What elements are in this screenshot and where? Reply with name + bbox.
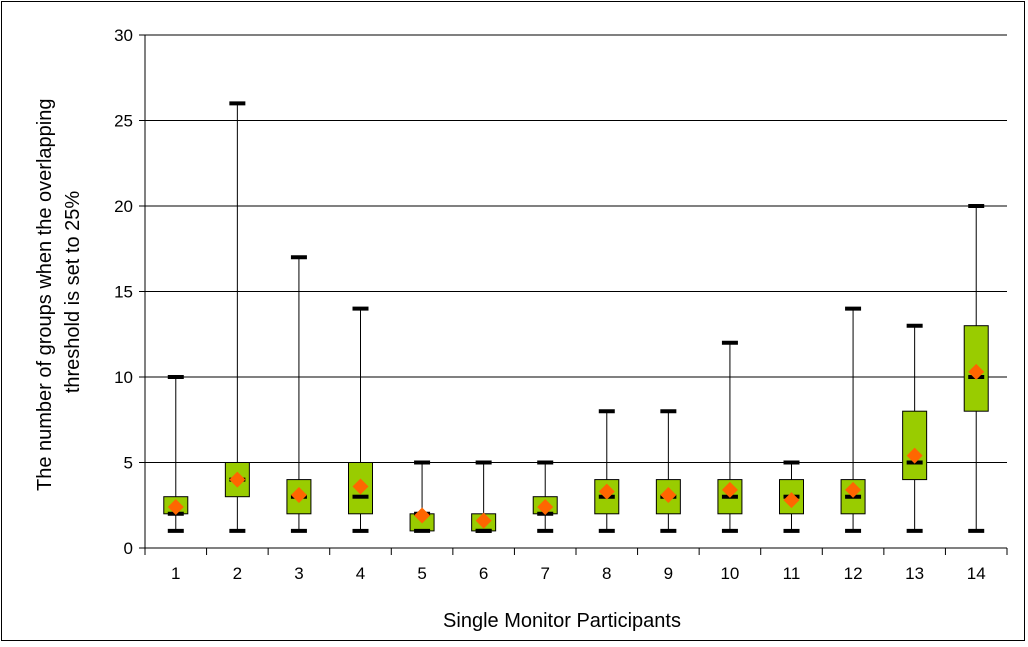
x-tick-label: 13 <box>905 564 924 583</box>
y-tick-label: 5 <box>124 454 133 473</box>
plot-area <box>144 35 1007 549</box>
mean-marker <box>167 498 184 515</box>
box-group <box>532 460 558 533</box>
x-tick-label: 5 <box>417 564 426 583</box>
y-axis-title-line-1: The number of groups when the overlappin… <box>34 99 56 491</box>
mean-marker <box>352 478 369 495</box>
box-group <box>409 460 435 533</box>
y-tick-label: 30 <box>114 26 133 45</box>
box-group <box>902 323 928 533</box>
box-iqr <box>348 462 373 515</box>
x-tick-label: 9 <box>664 564 673 583</box>
mean-marker <box>783 492 800 509</box>
x-tick-label: 7 <box>540 564 549 583</box>
x-tick-label: 1 <box>171 564 180 583</box>
x-tick-label: 4 <box>356 564 365 583</box>
box-group <box>286 255 312 533</box>
y-axis-ticks: 0 5 10 15 20 25 30 <box>114 26 145 558</box>
x-tick-label: 3 <box>294 564 303 583</box>
x-tick-label: 10 <box>720 564 739 583</box>
mean-marker <box>537 498 554 515</box>
x-tick-label: 14 <box>967 564 986 583</box>
mean-marker <box>845 481 862 498</box>
mean-marker <box>229 471 246 488</box>
box-group <box>224 101 250 533</box>
x-axis-ticks: 1 2 3 4 5 6 7 8 9 10 11 12 13 14 <box>144 548 1008 583</box>
gridlines <box>145 34 1007 463</box>
mean-marker <box>721 481 738 498</box>
mean-marker <box>475 512 492 529</box>
box-group <box>963 204 989 533</box>
box-group <box>594 409 620 533</box>
x-tick-label: 6 <box>479 564 488 583</box>
y-axis-title: The number of groups when the overlappin… <box>34 93 84 491</box>
y-tick-label: 15 <box>114 283 133 302</box>
box-group <box>348 306 373 533</box>
mean-marker <box>906 447 923 464</box>
x-tick-label: 2 <box>233 564 242 583</box>
x-tick-label: 8 <box>602 564 611 583</box>
y-tick-label: 10 <box>114 368 133 387</box>
y-tick-label: 25 <box>114 112 133 131</box>
box-iqr <box>902 410 928 481</box>
x-tick-label: 12 <box>844 564 863 583</box>
box-group <box>717 340 743 533</box>
x-axis-title: Single Monitor Participants <box>443 610 681 632</box>
x-tick-label: 11 <box>783 564 801 583</box>
mean-marker <box>414 507 431 524</box>
box-group <box>840 306 866 533</box>
box-group <box>779 460 804 533</box>
y-tick-label: 20 <box>114 197 133 216</box>
mean-marker <box>660 486 677 503</box>
box-group <box>655 409 681 533</box>
mean-marker <box>290 486 307 503</box>
mean-marker <box>968 363 985 380</box>
mean-marker <box>598 483 615 500</box>
box-group <box>471 460 497 533</box>
y-tick-label: 0 <box>124 539 133 558</box>
box-group <box>163 375 189 533</box>
y-axis-title-line-2: threshold is set to 25% <box>62 191 84 394</box>
